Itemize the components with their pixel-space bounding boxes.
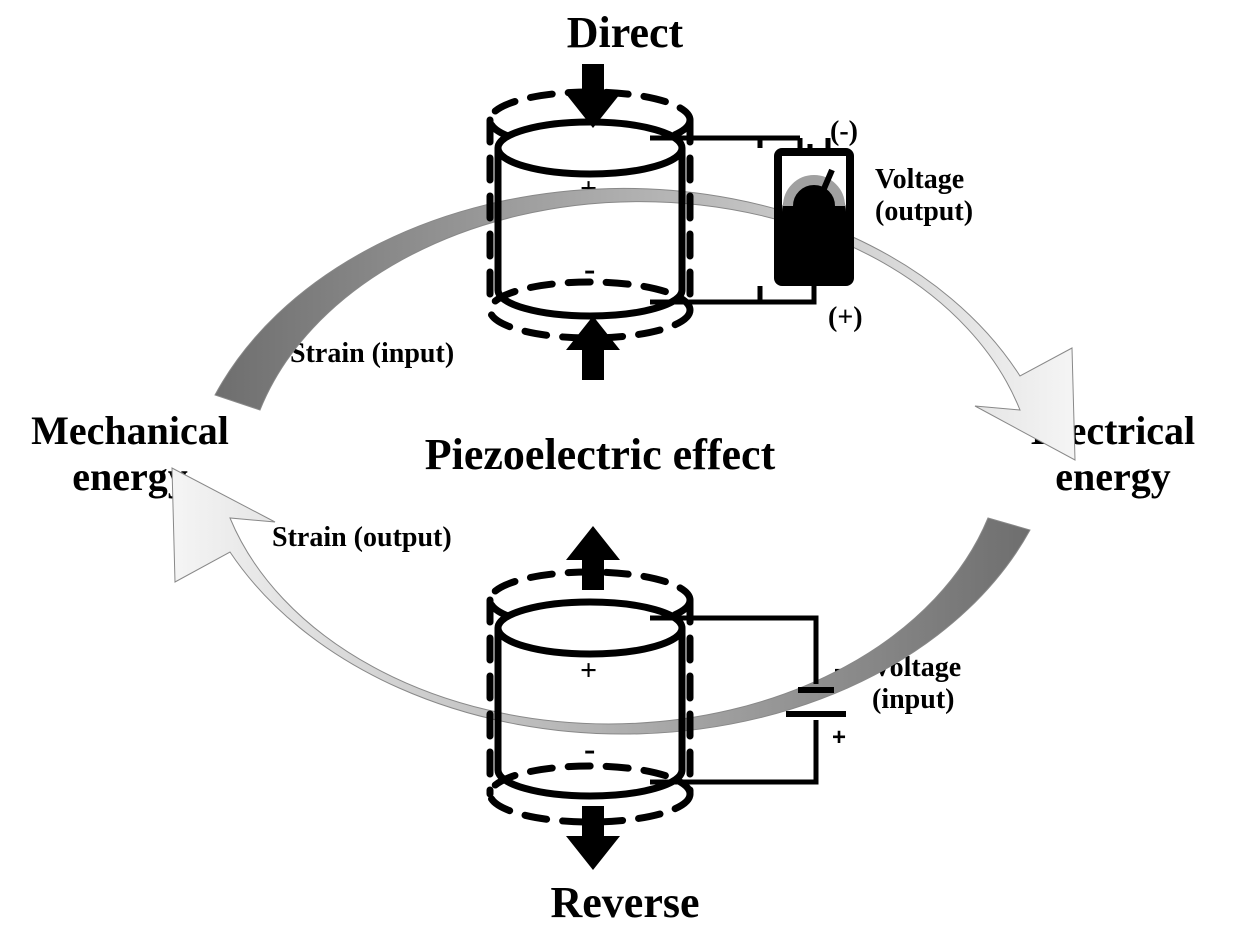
- top-force-arrow-up: [566, 316, 620, 380]
- center-title: Piezoelectric effect: [360, 430, 840, 481]
- voltage-input-label: Voltage (input): [872, 652, 1012, 716]
- electrical-label-line1: Electrical: [1031, 408, 1195, 453]
- bottom-wires: [650, 618, 816, 782]
- mechanical-energy-label: Mechanical energy: [0, 408, 260, 500]
- strain-input-label: Strain (input): [290, 338, 490, 370]
- top-wire-connectors: [760, 138, 814, 302]
- top-cylinder-minus-icon: -: [584, 250, 595, 289]
- bottom-title: Reverse: [470, 878, 780, 929]
- voltage-input-line2: (input): [872, 684, 954, 715]
- cycle-arc-top: [215, 188, 1075, 460]
- mechanical-label-line1: Mechanical: [31, 408, 229, 453]
- bottom-strain-arrow-down: [566, 806, 620, 870]
- terminal-plus-label: (+): [828, 302, 863, 334]
- top-title: Direct: [470, 8, 780, 59]
- voltmeter-icon: [774, 138, 854, 300]
- bottom-cylinder-minus-icon: -: [584, 730, 595, 769]
- strain-output-label: Strain (output): [272, 522, 502, 554]
- bottom-cylinder-plus-icon: +: [580, 654, 597, 689]
- voltage-source-icon: [786, 690, 846, 714]
- voltage-input-line1: Voltage: [872, 652, 961, 683]
- voltage-output-line1: Voltage: [875, 164, 964, 195]
- mechanical-label-line2: energy: [72, 454, 188, 499]
- bottom-dashed-cylinder: [490, 572, 690, 822]
- terminal-minus-label: (-): [830, 116, 858, 148]
- voltage-output-line2: (output): [875, 196, 973, 227]
- electrical-energy-label: Electrical energy: [988, 408, 1238, 500]
- source-plus-icon: +: [832, 724, 846, 752]
- voltage-output-label: Voltage (output): [875, 164, 1015, 228]
- top-cylinder-plus-icon: +: [580, 172, 597, 207]
- source-minus-icon: -: [834, 654, 843, 684]
- bottom-strain-arrow-up: [566, 526, 620, 590]
- electrical-label-line2: energy: [1055, 454, 1171, 499]
- top-force-arrow-down: [566, 64, 620, 128]
- top-wires: [650, 138, 810, 302]
- top-dashed-cylinder: [490, 92, 690, 338]
